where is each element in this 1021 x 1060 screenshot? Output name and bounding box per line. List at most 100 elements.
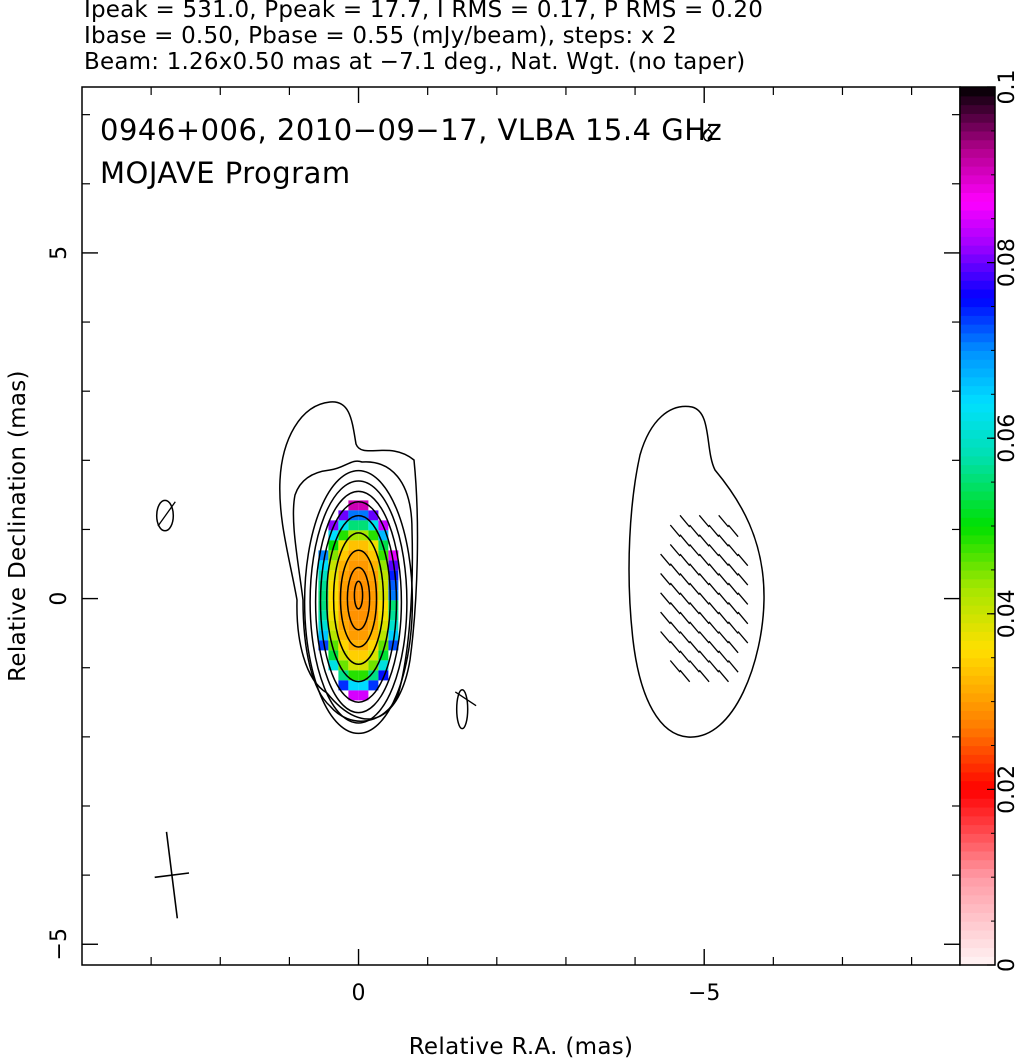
polarization-pixel <box>378 660 389 671</box>
polarization-pixel <box>338 550 349 561</box>
contour-core-outer <box>279 401 419 720</box>
colorbar-segment <box>960 710 995 720</box>
polarization-pixel <box>368 640 379 651</box>
polarization-pixel <box>318 620 329 631</box>
colorbar-segment <box>960 288 995 299</box>
polarization-tick <box>660 572 671 586</box>
polarization-tick <box>708 660 720 673</box>
colorbar-segment <box>960 95 995 106</box>
y-axis-label: Relative Declination (mas) <box>5 370 31 682</box>
colorbar-segment <box>960 420 995 431</box>
polarization-pixel <box>388 620 399 631</box>
colorbar-segment <box>960 499 995 510</box>
polarization-tick <box>737 631 749 644</box>
colorbar-segment <box>960 367 995 378</box>
colorbar-segment <box>960 218 995 229</box>
colorbar-segment <box>960 596 995 606</box>
x-tick-label: −5 <box>688 981 720 1006</box>
polarization-pixel <box>358 610 369 621</box>
polarization-tick <box>708 543 720 557</box>
colorbar-segment <box>960 113 995 123</box>
polarization-pixel <box>378 650 389 661</box>
colorbar-segment <box>960 350 995 360</box>
y-tick-label: 5 <box>47 246 72 260</box>
polarization-tick <box>718 631 729 644</box>
polarization-pixel <box>348 520 359 531</box>
polarization-pixel <box>388 630 399 641</box>
polarization-pixel <box>318 550 329 561</box>
polarization-pixel <box>338 630 349 641</box>
polarization-tick <box>718 514 729 528</box>
polarization-pixel <box>358 500 369 511</box>
polarization-tick <box>708 621 720 634</box>
colorbar-segment <box>960 473 995 483</box>
colorbar-segment <box>960 578 995 589</box>
polarization-pixel <box>338 680 349 691</box>
header-line-1: Ipeak = 531.0, Ppeak = 17.7, I RMS = 0.1… <box>84 0 764 23</box>
colorbar-segment <box>960 297 995 308</box>
polarization-pixel <box>368 650 379 661</box>
polarization-tick <box>708 640 720 654</box>
polarization-pixel <box>358 510 369 521</box>
colorbar-segment <box>960 877 995 887</box>
polarization-pixel <box>368 680 379 691</box>
colorbar-segment <box>960 771 995 782</box>
colorbar-segment <box>960 411 995 422</box>
polarization-tick <box>660 553 671 567</box>
colorbar: 0 0.02 0.04 0.06 0.08 0.1 <box>959 70 1020 972</box>
polarization-pixel <box>318 590 329 601</box>
colorbar-segment <box>960 192 995 202</box>
polarization-pixel <box>328 660 339 671</box>
polarization-tick <box>708 563 720 576</box>
polarization-tick <box>708 601 720 615</box>
colorbar-segment <box>960 385 995 395</box>
colorbar-segment <box>960 912 995 922</box>
polarization-pixel <box>358 570 369 581</box>
polarization-tick <box>660 631 671 644</box>
contour-noise-south <box>455 689 469 730</box>
colorbar-segment <box>960 183 995 193</box>
polarization-pixel <box>368 550 379 561</box>
polarization-tick <box>718 611 729 625</box>
colorbar-segment <box>960 455 995 466</box>
colorbar-segment <box>960 201 995 211</box>
polarization-tick <box>727 582 739 596</box>
colorbar-segment <box>960 490 995 501</box>
colorbar-segment <box>960 438 995 448</box>
polarization-pixel <box>328 610 339 621</box>
colorbar-segment <box>960 227 995 237</box>
polarization-tick <box>737 572 749 586</box>
colorbar-segment <box>960 130 995 141</box>
polarization-pixel <box>348 650 359 661</box>
polarization-tick <box>689 660 700 673</box>
contour-core-level-4 <box>309 480 408 724</box>
polarization-pixel <box>368 530 379 541</box>
colorbar-tick-label: 0.02 <box>995 765 1020 814</box>
colorbar-segment <box>960 903 995 913</box>
colorbar-segment <box>960 648 995 659</box>
contour-noise-west <box>155 499 175 532</box>
colorbar-segment <box>960 824 995 834</box>
colorbar-segment <box>960 806 995 817</box>
polarization-tick <box>689 621 700 634</box>
colorbar-segment <box>960 622 995 632</box>
polarization-tick <box>698 514 710 528</box>
colorbar-segment <box>960 341 995 351</box>
polarization-pixel <box>358 530 369 541</box>
polarization-tick <box>669 640 681 654</box>
contour-jet-outer <box>628 405 765 738</box>
colorbar-segment <box>960 842 995 852</box>
x-tick-label: 0 <box>352 981 366 1006</box>
colorbar-segment <box>960 640 995 650</box>
colorbar-segment <box>960 429 995 439</box>
polarization-pixel <box>338 560 349 571</box>
polarization-pixel <box>328 650 339 661</box>
polarization-pixel <box>328 570 339 581</box>
colorbar-segment <box>960 253 995 264</box>
polarization-pixel <box>318 570 329 581</box>
polarization-pixel <box>358 580 369 591</box>
polarization-tick <box>727 543 739 557</box>
polarization-pixel <box>348 630 359 641</box>
colorbar-segment <box>960 262 995 272</box>
x-axis-label: Relative R.A. (mas) <box>409 1034 634 1060</box>
